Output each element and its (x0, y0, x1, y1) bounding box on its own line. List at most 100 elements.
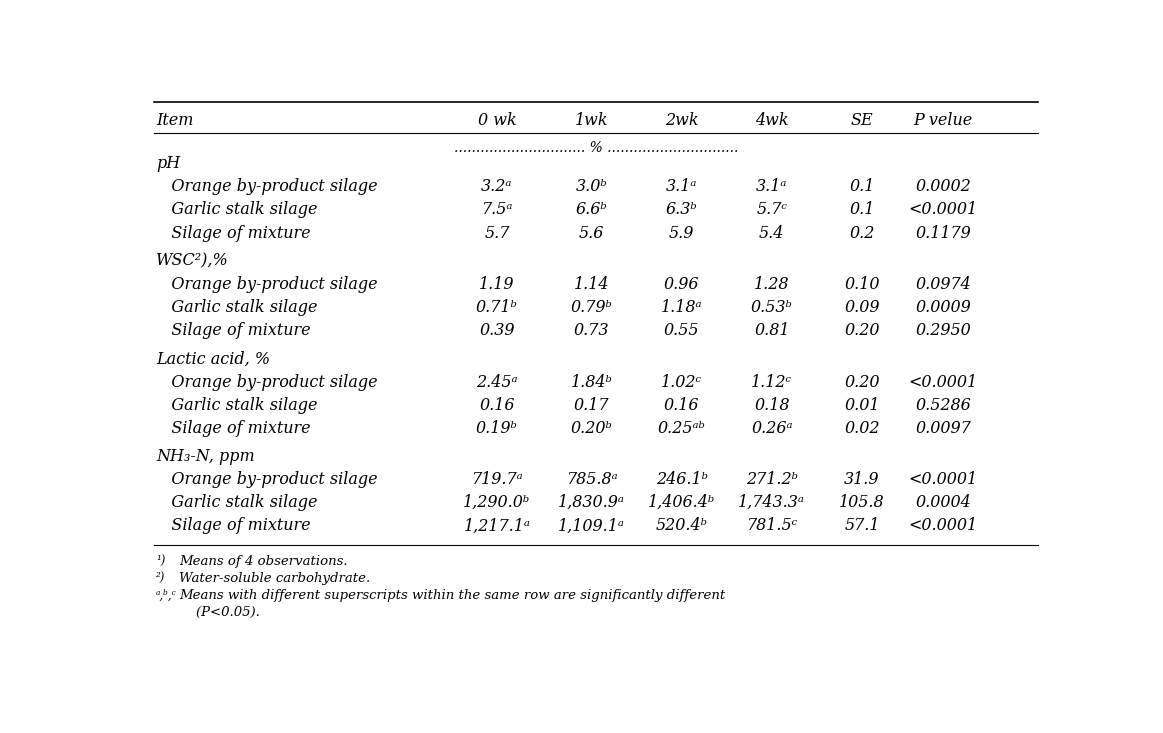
Text: 785.8ᵃ: 785.8ᵃ (565, 471, 618, 488)
Text: Orange by-product silage: Orange by-product silage (156, 178, 378, 195)
Text: 0.20: 0.20 (844, 374, 879, 391)
Text: P velue: P velue (913, 111, 972, 128)
Text: 0.0009: 0.0009 (915, 299, 971, 316)
Text: ²): ²) (156, 572, 165, 585)
Text: 1.12ᶜ: 1.12ᶜ (751, 374, 792, 391)
Text: Means of 4 observations.: Means of 4 observations. (179, 556, 348, 568)
Text: Water-soluble carbohydrate.: Water-soluble carbohydrate. (179, 572, 370, 585)
Text: 5.7: 5.7 (484, 224, 509, 241)
Text: 0.09: 0.09 (844, 299, 879, 316)
Text: <0.0001: <0.0001 (908, 517, 978, 534)
Text: 0.1: 0.1 (849, 202, 875, 218)
Text: SE: SE (850, 111, 873, 128)
Text: 5.6: 5.6 (579, 224, 605, 241)
Text: 271.2ᵇ: 271.2ᵇ (745, 471, 798, 488)
Text: 0.16: 0.16 (664, 397, 699, 413)
Text: 0.39: 0.39 (479, 323, 515, 339)
Text: Orange by-product silage: Orange by-product silage (156, 471, 378, 488)
Text: 0.55: 0.55 (664, 323, 699, 339)
Text: 0.1: 0.1 (849, 178, 875, 195)
Text: 0.16: 0.16 (479, 397, 515, 413)
Text: Silage of mixture: Silage of mixture (156, 420, 311, 437)
Text: 0.1179: 0.1179 (915, 224, 971, 241)
Text: Means with different superscripts within the same row are significantly differen: Means with different superscripts within… (179, 589, 725, 603)
Text: 0.0974: 0.0974 (915, 276, 971, 293)
Text: 1.18ᵃ: 1.18ᵃ (661, 299, 702, 316)
Text: (P<0.05).: (P<0.05). (179, 606, 259, 619)
Text: 1.14: 1.14 (573, 276, 609, 293)
Text: 31.9: 31.9 (844, 471, 879, 488)
Text: 5.7ᶜ: 5.7ᶜ (756, 202, 787, 218)
Text: <0.0001: <0.0001 (908, 202, 978, 218)
Text: .............................. % ..............................: .............................. % .......… (454, 141, 739, 155)
Text: Garlic stalk silage: Garlic stalk silage (156, 202, 317, 218)
Text: 2.45ᵃ: 2.45ᵃ (476, 374, 518, 391)
Text: 0.73: 0.73 (573, 323, 609, 339)
Text: 0.53ᵇ: 0.53ᵇ (751, 299, 793, 316)
Text: 0.79ᵇ: 0.79ᵇ (571, 299, 613, 316)
Text: 5.4: 5.4 (759, 224, 785, 241)
Text: 0.20ᵇ: 0.20ᵇ (571, 420, 613, 437)
Text: 1,290.0ᵇ: 1,290.0ᵇ (463, 494, 530, 512)
Text: 3.1ᵃ: 3.1ᵃ (756, 178, 787, 195)
Text: 3.2ᵃ: 3.2ᵃ (481, 178, 513, 195)
Text: 105.8: 105.8 (840, 494, 885, 512)
Text: Garlic stalk silage: Garlic stalk silage (156, 299, 317, 316)
Text: 1,406.4ᵇ: 1,406.4ᵇ (648, 494, 715, 512)
Text: ᵃ,ᵇ,ᶜ: ᵃ,ᵇ,ᶜ (156, 589, 177, 603)
Text: 1,217.1ᵃ: 1,217.1ᵃ (463, 517, 530, 534)
Text: <0.0001: <0.0001 (908, 471, 978, 488)
Text: 1,109.1ᵃ: 1,109.1ᵃ (558, 517, 625, 534)
Text: <0.0001: <0.0001 (908, 374, 978, 391)
Text: 1.84ᵇ: 1.84ᵇ (571, 374, 613, 391)
Text: Garlic stalk silage: Garlic stalk silage (156, 494, 317, 512)
Text: 0.26ᵃ: 0.26ᵃ (751, 420, 792, 437)
Text: 0.02: 0.02 (844, 420, 879, 437)
Text: Lactic acid, %: Lactic acid, % (156, 350, 270, 367)
Text: 1,830.9ᵃ: 1,830.9ᵃ (558, 494, 625, 512)
Text: 0.18: 0.18 (754, 397, 790, 413)
Text: Orange by-product silage: Orange by-product silage (156, 374, 378, 391)
Text: 0.01: 0.01 (844, 397, 879, 413)
Text: pH: pH (156, 155, 180, 172)
Text: 5.9: 5.9 (669, 224, 694, 241)
Text: 4wk: 4wk (755, 111, 789, 128)
Text: 0.96: 0.96 (664, 276, 699, 293)
Text: Silage of mixture: Silage of mixture (156, 323, 311, 339)
Text: 0.17: 0.17 (573, 397, 609, 413)
Text: 57.1: 57.1 (844, 517, 879, 534)
Text: 1.02ᶜ: 1.02ᶜ (661, 374, 702, 391)
Text: WSC²),%: WSC²),% (156, 253, 229, 270)
Text: 0.2950: 0.2950 (915, 323, 971, 339)
Text: 719.7ᵃ: 719.7ᵃ (471, 471, 522, 488)
Text: Silage of mixture: Silage of mixture (156, 224, 311, 241)
Text: 246.1ᵇ: 246.1ᵇ (656, 471, 707, 488)
Text: 6.3ᵇ: 6.3ᵇ (665, 202, 698, 218)
Text: 0.0097: 0.0097 (915, 420, 971, 437)
Text: 3.0ᵇ: 3.0ᵇ (576, 178, 607, 195)
Text: 0.20: 0.20 (844, 323, 879, 339)
Text: Orange by-product silage: Orange by-product silage (156, 276, 378, 293)
Text: ¹): ¹) (156, 556, 165, 568)
Text: Silage of mixture: Silage of mixture (156, 517, 311, 534)
Text: 0.19ᵇ: 0.19ᵇ (476, 420, 518, 437)
Text: 1wk: 1wk (575, 111, 608, 128)
Text: 781.5ᶜ: 781.5ᶜ (747, 517, 798, 534)
Text: 0.0002: 0.0002 (915, 178, 971, 195)
Text: 520.4ᵇ: 520.4ᵇ (656, 517, 707, 534)
Text: 1.19: 1.19 (479, 276, 515, 293)
Text: 0.25ᵃᵇ: 0.25ᵃᵇ (658, 420, 706, 437)
Text: Garlic stalk silage: Garlic stalk silage (156, 397, 317, 413)
Text: 7.5ᵃ: 7.5ᵃ (481, 202, 513, 218)
Text: 1.28: 1.28 (754, 276, 790, 293)
Text: 0.10: 0.10 (844, 276, 879, 293)
Text: 2wk: 2wk (665, 111, 699, 128)
Text: Item: Item (156, 111, 193, 128)
Text: 0.5286: 0.5286 (915, 397, 971, 413)
Text: 0 wk: 0 wk (478, 111, 516, 128)
Text: 6.6ᵇ: 6.6ᵇ (576, 202, 607, 218)
Text: 0.0004: 0.0004 (915, 494, 971, 512)
Text: 3.1ᵃ: 3.1ᵃ (666, 178, 698, 195)
Text: 0.81: 0.81 (754, 323, 790, 339)
Text: 0.2: 0.2 (849, 224, 875, 241)
